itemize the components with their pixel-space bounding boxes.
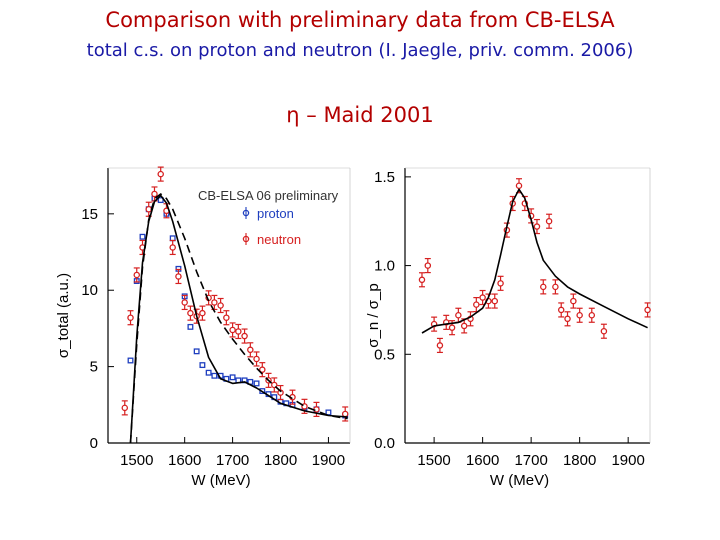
data-point-neutron (121, 404, 129, 412)
data-point-neutron (199, 309, 206, 317)
data-point-neutron (169, 244, 176, 251)
data-point-neutron (229, 326, 236, 334)
y-tick-label: 15 (81, 206, 98, 223)
model-curve-solid (129, 194, 348, 444)
data-point-proton (157, 197, 164, 204)
data-point-ratio (533, 223, 541, 230)
data-point-ratio (436, 342, 444, 349)
data-point-neutron (341, 410, 349, 418)
data-point-ratio (588, 312, 596, 319)
data-point-proton (199, 362, 206, 369)
data-point-proton (253, 380, 260, 387)
x-tick-label: 1700 (216, 452, 249, 469)
y-axis-label: σ_n / σ_p (365, 283, 382, 347)
model-label: η – Maid 2001 (286, 103, 434, 127)
data-point-ratio (644, 306, 651, 314)
model-curve-solid (421, 188, 648, 334)
data-point-ratio (515, 182, 523, 189)
data-point-proton (205, 369, 212, 376)
x-tick-label: 1500 (417, 452, 450, 469)
x-tick-label: 1800 (264, 452, 297, 469)
data-point-neutron (187, 309, 194, 317)
y-axis-label: σ_total (a.u.) (55, 273, 72, 358)
data-point-neutron (223, 314, 230, 321)
y-tick-label: 1.0 (374, 258, 395, 275)
data-point-proton (193, 348, 200, 355)
data-point-neutron (127, 314, 134, 321)
slide-title: Comparison with preliminary data from CB… (105, 8, 615, 32)
data-point-proton (127, 357, 134, 364)
data-point-ratio (600, 327, 608, 335)
chart-panel-2: 1500 1600 1700 1800 1900 0.0 0.5 1.0 1.5 W (MeV) σ… (365, 167, 651, 489)
y-tick-label: 0.5 (374, 346, 395, 363)
y-tick-label: 0.0 (374, 435, 395, 452)
data-point-ratio (552, 283, 559, 291)
data-point-ratio (448, 324, 456, 331)
data-point-neutron (253, 355, 260, 363)
data-point-proton (187, 323, 194, 330)
y-tick-label: 1.5 (374, 169, 395, 186)
data-point-neutron (175, 273, 182, 280)
data-point-neutron (181, 299, 188, 306)
data-point-proton (211, 372, 218, 379)
data-point-ratio (460, 322, 468, 330)
x-tick-label: 1500 (120, 452, 153, 469)
data-point-ratio (564, 315, 571, 323)
data-point-ratio (473, 301, 480, 308)
x-tick-label: 1900 (312, 452, 345, 469)
data-point-ratio (557, 306, 565, 314)
x-tick-label: 1900 (611, 452, 644, 469)
y-tick-label: 0 (90, 435, 98, 452)
data-point-ratio (545, 217, 553, 225)
data-point-neutron (235, 328, 242, 335)
legend-label-neutron: neutron (257, 232, 301, 247)
data-point-ratio (576, 312, 583, 319)
data-point-ratio (570, 297, 577, 305)
chart-annotation: CB-ELSA 06 preliminary (198, 188, 339, 203)
x-axis-label: W (MeV) (490, 472, 549, 489)
data-point-proton (229, 374, 236, 381)
data-point-ratio (455, 312, 462, 319)
slide-subtitle: total c.s. on proton and neutron (I. Jae… (86, 40, 634, 61)
y-tick-label: 10 (81, 282, 98, 299)
data-point-ratio (424, 262, 432, 269)
x-axis-label: W (MeV) (191, 472, 250, 489)
data-point-neutron (247, 346, 254, 354)
chart-panel-1: 1500 1600 1700 1800 1900 0 5 10 15 W (MeV) σ_total… (55, 166, 351, 489)
data-point-neutron (217, 302, 224, 309)
data-point-neutron (133, 271, 141, 279)
data-point-neutron (211, 299, 218, 306)
data-point-proton (139, 233, 146, 240)
x-tick-label: 1600 (466, 452, 499, 469)
data-point-ratio (497, 280, 504, 287)
data-point-neutron (145, 205, 152, 213)
data-point-neutron (277, 389, 284, 396)
data-point-ratio (491, 297, 499, 305)
data-point-neutron (157, 170, 164, 178)
legend-label-proton: proton (257, 206, 294, 221)
x-tick-label: 1800 (563, 452, 596, 469)
model-curve-dashed (129, 193, 348, 444)
data-point-ratio (479, 294, 486, 301)
data-point-ratio (540, 283, 547, 291)
y-tick-label: 5 (90, 359, 98, 376)
x-tick-label: 1600 (168, 452, 201, 469)
data-point-neutron (151, 190, 158, 198)
x-tick-label: 1700 (514, 452, 547, 469)
data-point-neutron (259, 366, 266, 373)
data-point-neutron (241, 332, 248, 340)
data-point-ratio (418, 276, 426, 284)
